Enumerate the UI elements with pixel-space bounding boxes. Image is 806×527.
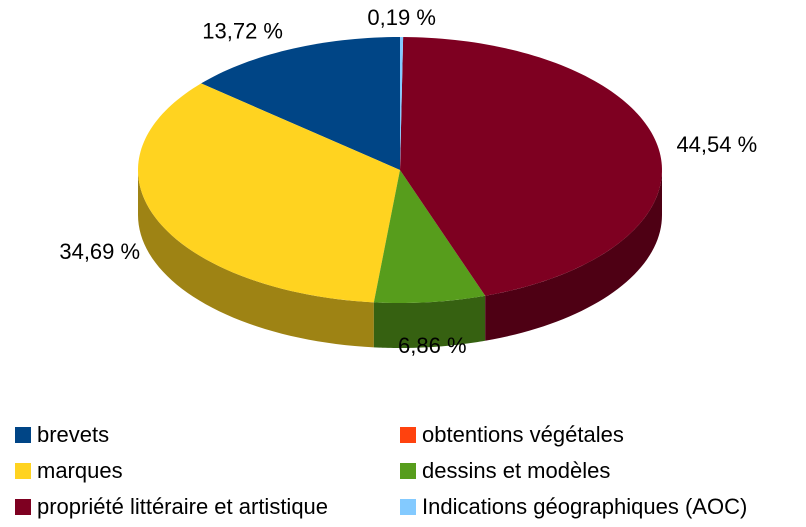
legend-label: dessins et modèles bbox=[422, 458, 610, 483]
data-label: 44,54 % bbox=[676, 132, 757, 157]
legend-swatch bbox=[15, 427, 31, 443]
legend-label: marques bbox=[37, 458, 123, 483]
legend-swatch bbox=[15, 499, 31, 515]
slice-side bbox=[138, 170, 374, 348]
legend-swatch bbox=[400, 427, 416, 443]
slice bbox=[201, 37, 400, 170]
slice bbox=[400, 37, 662, 296]
slice bbox=[138, 83, 400, 303]
legend-swatch bbox=[400, 463, 416, 479]
legend-label: propriété littéraire et artistique bbox=[37, 494, 328, 519]
legend-swatch bbox=[15, 463, 31, 479]
slice-side bbox=[373, 295, 486, 348]
slice-side bbox=[485, 170, 662, 341]
slice bbox=[400, 37, 404, 170]
legend-swatch bbox=[400, 499, 416, 515]
legend-label: brevets bbox=[37, 422, 109, 447]
legend-label: obtentions végétales bbox=[422, 422, 624, 447]
data-label: 0,19 % bbox=[367, 5, 436, 30]
slice bbox=[373, 170, 486, 303]
legend-label: Indications géographiques (AOC) bbox=[422, 494, 747, 519]
data-label: 6,86 % bbox=[398, 333, 467, 358]
data-label: 34,69 % bbox=[59, 239, 140, 264]
data-label: 13,72 % bbox=[202, 19, 283, 44]
